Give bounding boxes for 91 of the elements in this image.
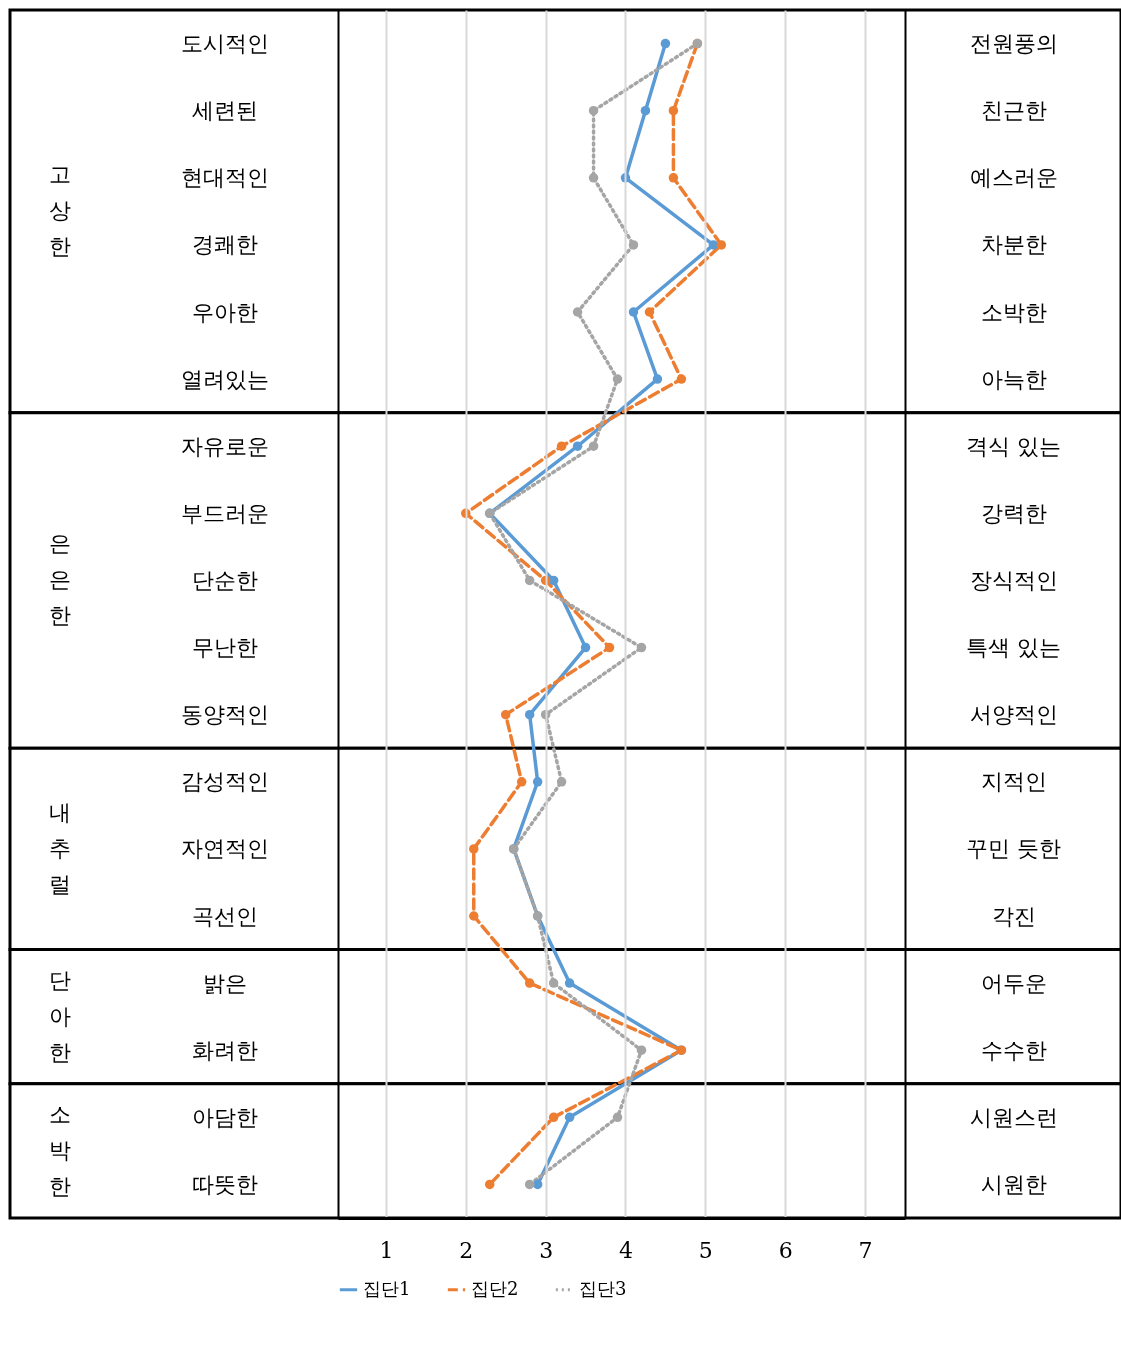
point <box>612 1112 623 1123</box>
point <box>676 374 687 384</box>
point <box>612 374 623 384</box>
y-tick-label: 우아한 <box>191 299 258 325</box>
x-tick-label: 7 <box>858 1237 873 1263</box>
point <box>668 173 679 183</box>
point <box>636 642 647 653</box>
point <box>572 441 583 451</box>
point <box>652 374 663 384</box>
point <box>640 105 651 116</box>
point <box>484 1179 495 1190</box>
point <box>548 575 559 586</box>
legend-label: 집단3 <box>579 1277 627 1299</box>
y2-tick-label: 차분한 <box>980 232 1047 258</box>
y2-tick-label: 시원스런 <box>969 1104 1058 1130</box>
x-tick-label: 1 <box>379 1237 394 1263</box>
y2-tick-label: 격식 있는 <box>966 433 1061 459</box>
point <box>524 1179 535 1190</box>
point <box>588 173 599 183</box>
point <box>668 105 679 116</box>
point <box>524 709 535 720</box>
y-tick-label: 따뜻한 <box>191 1171 258 1197</box>
point <box>604 642 615 653</box>
x-tick-label: 2 <box>459 1237 474 1263</box>
point <box>564 1112 575 1123</box>
point <box>556 777 567 787</box>
point <box>524 575 535 586</box>
y-tick-label: 단순한 <box>191 567 258 593</box>
y-tick-label: 열려있는 <box>180 366 269 392</box>
point <box>580 642 591 653</box>
y2-tick-label: 예스러운 <box>969 165 1058 191</box>
y-tick-label: 경쾌한 <box>191 232 258 258</box>
point <box>588 105 599 116</box>
y2-tick-label: 시원한 <box>980 1171 1047 1197</box>
point <box>548 978 559 988</box>
band-label: 고상한 <box>49 162 71 260</box>
band-label: 은은한 <box>49 531 71 629</box>
x-tick-label: 4 <box>618 1237 633 1263</box>
point <box>588 441 599 451</box>
point <box>644 307 655 317</box>
legend-label: 집단2 <box>471 1277 519 1299</box>
y2-tick-label: 친근한 <box>980 98 1047 124</box>
point <box>572 307 583 317</box>
y-tick-label: 도시적인 <box>180 31 269 57</box>
y-tick-label: 자연적인 <box>180 836 269 862</box>
point <box>469 911 479 921</box>
point <box>532 777 543 787</box>
x-tick-label: 5 <box>698 1237 713 1263</box>
y-tick-label: 곡선인 <box>191 903 258 929</box>
point <box>548 1112 559 1123</box>
y2-tick-label: 꾸민 듯한 <box>966 836 1061 862</box>
y2-tick-label: 특색 있는 <box>966 635 1061 661</box>
y2-tick-label: 수수한 <box>980 1037 1047 1063</box>
y2-tick-label: 어두운 <box>980 970 1047 996</box>
point <box>564 978 575 988</box>
y2-tick-label: 아늑한 <box>980 366 1047 392</box>
y-tick-label: 화려한 <box>191 1037 258 1063</box>
point <box>516 777 527 787</box>
y-tick-label: 자유로운 <box>180 433 269 459</box>
y2-tick-label: 지적인 <box>980 769 1047 795</box>
point <box>660 38 671 49</box>
y-tick-label: 밝은 <box>202 970 247 996</box>
point <box>469 844 479 854</box>
y2-tick-label: 소박한 <box>980 299 1047 325</box>
y-tick-label: 부드러운 <box>180 500 269 526</box>
point <box>556 441 567 451</box>
y-tick-label: 세련된 <box>191 98 258 124</box>
y2-tick-label: 각진 <box>991 903 1036 929</box>
y-tick-label: 동양적인 <box>180 702 269 728</box>
band-label: 내추럴 <box>49 799 71 897</box>
y-tick-label: 현대적인 <box>180 165 269 191</box>
point <box>708 240 719 250</box>
point <box>628 307 639 317</box>
point <box>636 1045 647 1055</box>
y2-tick-label: 서양적인 <box>969 702 1058 728</box>
y-tick-label: 아담한 <box>191 1104 258 1130</box>
y-tick-label: 무난한 <box>191 635 258 661</box>
x-tick-label: 3 <box>539 1237 554 1263</box>
band-label: 단아한 <box>49 967 71 1065</box>
y-tick-label: 감성적인 <box>180 769 269 795</box>
x-tick-label: 6 <box>778 1237 793 1263</box>
point <box>500 709 511 720</box>
point <box>628 240 639 250</box>
y2-tick-label: 전원풍의 <box>969 31 1058 57</box>
y2-tick-label: 강력한 <box>980 500 1047 526</box>
y2-tick-label: 장식적인 <box>969 567 1058 593</box>
band-label: 소박한 <box>49 1101 71 1199</box>
point <box>532 1179 543 1190</box>
legend-label: 집단1 <box>363 1277 411 1299</box>
point <box>524 978 535 988</box>
point <box>716 240 727 250</box>
